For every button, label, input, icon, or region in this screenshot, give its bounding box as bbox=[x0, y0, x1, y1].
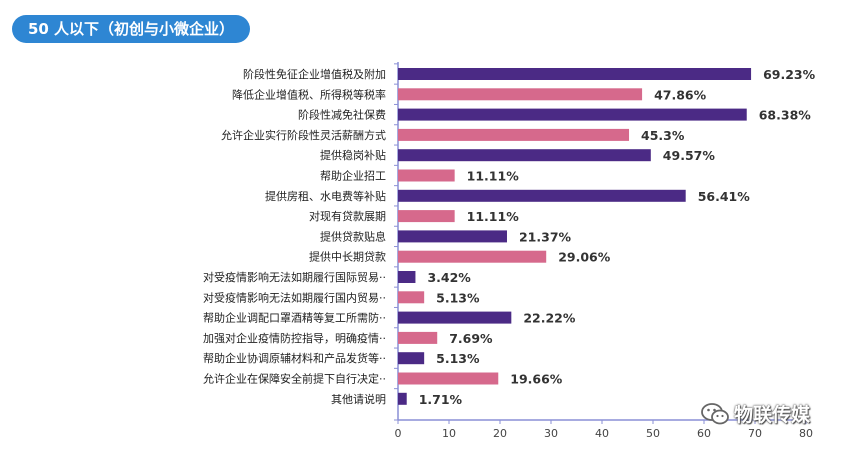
x-tick-label: 40 bbox=[595, 427, 609, 440]
bar bbox=[398, 210, 455, 223]
category-label: 对现有贷款展期 bbox=[309, 209, 386, 223]
category-label: 帮助企业协调原辅材料和产品发货等·· bbox=[203, 351, 386, 365]
bar bbox=[398, 352, 425, 365]
x-tick-label: 10 bbox=[442, 427, 456, 440]
value-label: 5.13% bbox=[436, 290, 480, 305]
x-tick-label: 80 bbox=[799, 427, 813, 440]
value-label: 5.13% bbox=[436, 351, 480, 366]
bar bbox=[398, 169, 455, 182]
bar bbox=[398, 291, 425, 304]
category-label: 允许企业实行阶段性灵活薪酬方式 bbox=[221, 128, 386, 142]
category-label: 阶段性减免社保费 bbox=[298, 108, 386, 122]
bar bbox=[398, 230, 507, 243]
category-label: 对受疫情影响无法如期履行国际贸易·· bbox=[203, 270, 386, 284]
category-label: 阶段性免征企业增值税及附加 bbox=[243, 67, 386, 81]
chart-title: 50 人以下（初创与小微企业） bbox=[12, 15, 250, 43]
value-label: 19.66% bbox=[510, 372, 563, 387]
bar bbox=[398, 331, 438, 344]
category-label: 其他请说明 bbox=[331, 392, 386, 406]
wechat-icon bbox=[701, 402, 729, 424]
bar bbox=[398, 392, 407, 405]
value-label: 49.57% bbox=[663, 148, 716, 163]
bar bbox=[398, 108, 747, 121]
x-tick-label: 20 bbox=[493, 427, 507, 440]
category-label: 提供稳岗补贴 bbox=[320, 148, 386, 162]
value-label: 45.3% bbox=[641, 128, 685, 143]
value-label: 11.11% bbox=[467, 169, 520, 184]
value-label: 3.42% bbox=[427, 270, 471, 285]
bar bbox=[398, 250, 547, 263]
category-label: 加强对企业疫情防控指导，明确疫情·· bbox=[203, 331, 386, 345]
bar bbox=[398, 149, 651, 162]
bar bbox=[398, 271, 416, 283]
value-label: 69.23% bbox=[763, 67, 816, 82]
x-tick-label: 0 bbox=[395, 427, 402, 440]
bar bbox=[398, 372, 499, 385]
value-label: 68.38% bbox=[759, 108, 812, 123]
bar bbox=[398, 189, 686, 202]
value-label: 22.22% bbox=[523, 311, 576, 326]
category-label: 帮助企业招工 bbox=[320, 169, 386, 183]
bar bbox=[398, 68, 752, 80]
x-tick-label: 60 bbox=[697, 427, 711, 440]
category-label: 提供中长期贷款 bbox=[309, 250, 386, 264]
category-label: 帮助企业调配口罩酒精等复工所需防·· bbox=[203, 311, 386, 325]
x-tick-label: 50 bbox=[646, 427, 660, 440]
category-label: 提供贷款贴息 bbox=[320, 229, 386, 243]
bar bbox=[398, 128, 630, 141]
category-label: 对受疫情影响无法如期履行国内贸易·· bbox=[203, 290, 386, 304]
value-label: 29.06% bbox=[558, 250, 611, 265]
x-tick-label: 30 bbox=[544, 427, 558, 440]
value-label: 1.71% bbox=[419, 392, 463, 407]
bar bbox=[398, 88, 643, 101]
value-label: 56.41% bbox=[698, 189, 751, 204]
value-label: 7.69% bbox=[449, 331, 493, 346]
watermark-text: 物联传媒 bbox=[734, 404, 811, 426]
x-tick-label: 70 bbox=[748, 427, 762, 440]
watermark: 物联传媒 bbox=[700, 400, 810, 427]
value-label: 21.37% bbox=[519, 229, 572, 244]
category-label: 允许企业在保障安全前提下自行决定·· bbox=[203, 372, 386, 386]
bar bbox=[398, 311, 512, 324]
category-label: 降低企业增值税、所得税等税率 bbox=[232, 87, 386, 101]
value-label: 11.11% bbox=[467, 209, 520, 224]
value-label: 47.86% bbox=[654, 87, 707, 102]
category-label: 提供房租、水电费等补贴 bbox=[265, 189, 386, 203]
